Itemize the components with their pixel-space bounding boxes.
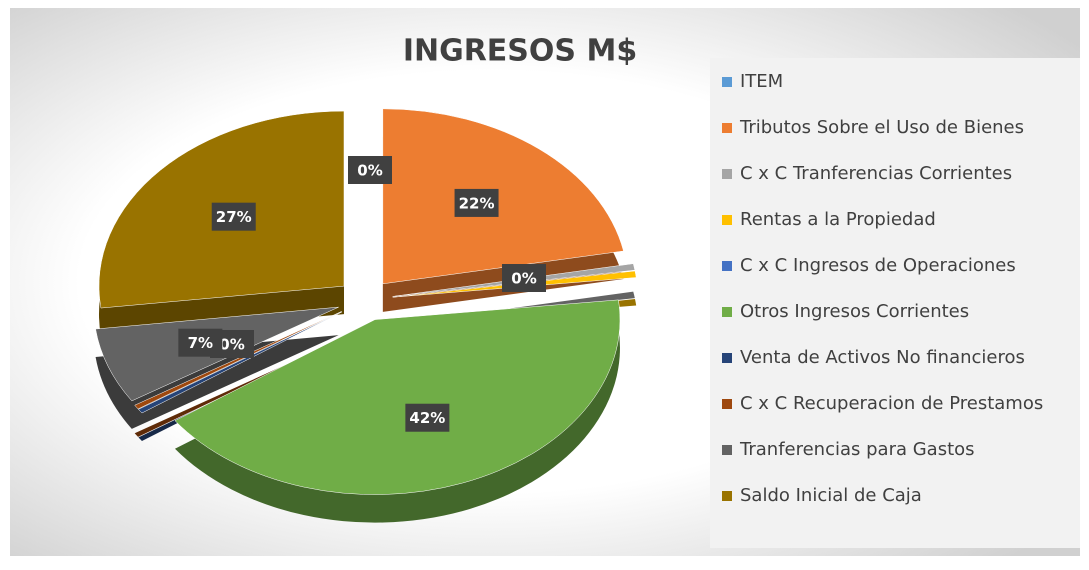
- legend-label: C x C Tranferencias Corrientes: [740, 163, 1012, 184]
- data-label: 0%: [357, 162, 382, 180]
- legend-label: Otros Ingresos Corrientes: [740, 301, 969, 322]
- data-label: 27%: [216, 208, 252, 226]
- data-label: 0%: [219, 336, 244, 354]
- slice: [174, 299, 621, 495]
- slice: [134, 311, 342, 410]
- legend-label: Rentas a la Propiedad: [740, 209, 936, 230]
- legend-swatch: [722, 169, 732, 179]
- legend-label: Saldo Inicial de Caja: [740, 485, 922, 506]
- legend-background: [710, 58, 1080, 548]
- legend-swatch: [722, 261, 732, 271]
- data-label-box: [454, 188, 499, 217]
- legend-label: ITEM: [740, 71, 783, 92]
- data-label: 22%: [459, 194, 495, 212]
- legend-swatch: [722, 491, 732, 501]
- legend-swatch: [722, 445, 732, 455]
- data-label-box: [211, 202, 256, 231]
- chart-title: INGRESOS M$: [403, 34, 637, 69]
- legend-swatch: [722, 353, 732, 363]
- legend-label: C x C Ingresos de Operaciones: [740, 255, 1016, 276]
- data-label-box: [178, 328, 223, 357]
- legend-swatch: [722, 307, 732, 317]
- data-label-box: [348, 156, 392, 184]
- slice: [382, 108, 624, 285]
- legend-swatch: [722, 123, 732, 133]
- data-label-box: [502, 264, 546, 292]
- legend-swatch: [722, 399, 732, 409]
- data-label: 0%: [511, 270, 536, 288]
- data-label-box: [405, 403, 450, 432]
- legend-label: Tributos Sobre el Uso de Bienes: [739, 117, 1024, 138]
- data-label: 42%: [409, 409, 445, 427]
- legend-label: C x C Recuperacion de Prestamos: [740, 393, 1043, 414]
- legend-label: Venta de Activos No financieros: [740, 347, 1025, 368]
- legend-label: Tranferencias para Gastos: [739, 439, 975, 460]
- slice: [138, 311, 343, 414]
- data-label: 7%: [188, 334, 213, 352]
- legend-swatch: [722, 215, 732, 225]
- legend-swatch: [722, 77, 732, 87]
